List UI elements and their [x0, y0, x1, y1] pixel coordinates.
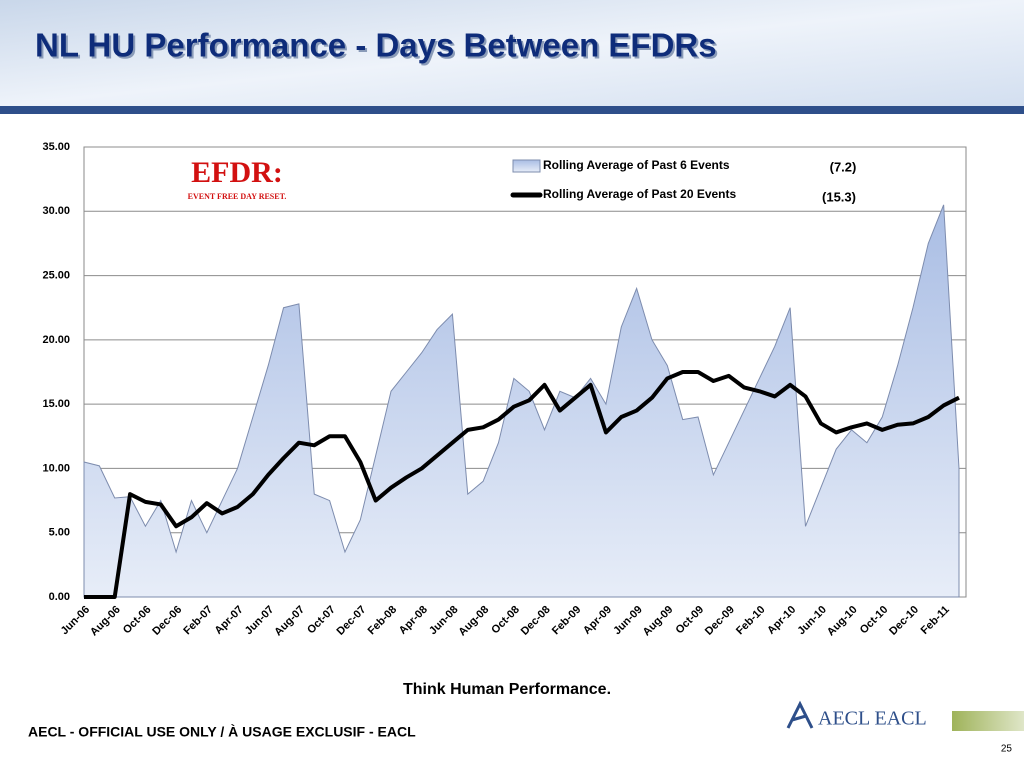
x-tick-label: Jun-08: [427, 604, 461, 638]
x-tick-label: Oct-10: [858, 604, 891, 637]
x-tick-label: Oct-07: [305, 604, 338, 637]
x-tick-label: Apr-10: [765, 604, 798, 637]
legend-label: Rolling Average of Past 20 Events: [543, 187, 736, 201]
legend-label: Rolling Average of Past 6 Events: [543, 158, 730, 172]
x-tick-label: Feb-10: [734, 604, 768, 638]
x-tick-label: Apr-08: [397, 604, 430, 637]
brand-stripe: [952, 711, 1024, 731]
y-tick-label: 10.00: [42, 462, 70, 474]
annotation: (15.3): [822, 189, 856, 204]
x-tick-label: Feb-07: [181, 604, 215, 638]
x-tick-label: Feb-11: [919, 604, 952, 637]
x-tick-label: Oct-08: [489, 604, 522, 637]
x-tick-label: Dec-07: [334, 604, 368, 638]
chart-title: NL HU Performance - Days Between EFDRs: [35, 27, 717, 64]
x-tick-label: Jun-10: [795, 604, 829, 638]
x-tick-label: Jun-09: [611, 604, 645, 638]
page-number: 25: [1001, 744, 1013, 755]
x-tick-label: Dec-08: [519, 604, 553, 638]
header-bg: [0, 0, 1024, 106]
x-tick-label: Aug-10: [825, 604, 860, 639]
tagline: Think Human Performance.: [403, 681, 611, 698]
logo-title: EFDR:: [191, 156, 283, 189]
x-tick-label: Jun-06: [59, 604, 93, 638]
logo-subtitle: EVENT FREE DAY RESET.: [188, 192, 287, 201]
x-tick-label: Oct-09: [674, 604, 707, 637]
x-tick-label: Apr-09: [581, 604, 614, 637]
title-shadow: NL HU Performance - Days Between EFDRs: [37, 29, 719, 66]
x-tick-label: Feb-09: [550, 604, 584, 638]
x-tick-label: Dec-10: [887, 604, 921, 638]
brand: AECL EACL: [818, 708, 927, 730]
area-series: [83, 204, 960, 598]
y-tick-label: 20.00: [42, 334, 70, 346]
x-tick-label: Aug-06: [88, 604, 123, 639]
line-series: [84, 370, 960, 599]
x-tick-label: Dec-06: [150, 604, 184, 638]
annotation: (7.2): [830, 159, 857, 174]
x-tick-label: Dec-09: [703, 604, 737, 638]
y-tick-label: 15.00: [42, 398, 70, 410]
x-tick-label: Apr-07: [213, 604, 246, 637]
y-tick-label: 35.00: [42, 141, 70, 153]
x-tick-label: Oct-06: [121, 604, 154, 637]
y-tick-label: 0.00: [49, 591, 70, 603]
footer: AECL - OFFICIAL USE ONLY / À USAGE EXCLU…: [28, 724, 416, 740]
brand-icon: [786, 700, 814, 729]
x-tick-label: Aug-07: [272, 604, 307, 639]
y-tick-label: 25.00: [42, 269, 70, 281]
x-tick-label: Aug-08: [456, 604, 491, 639]
header-bar: [0, 106, 1024, 114]
legend-swatch-area: [512, 159, 541, 173]
x-tick-label: Feb-08: [366, 604, 400, 638]
y-tick-label: 30.00: [42, 205, 70, 217]
x-tick-label: Jun-07: [243, 604, 277, 638]
x-tick-label: Aug-09: [641, 604, 676, 639]
y-tick-label: 5.00: [49, 527, 70, 539]
